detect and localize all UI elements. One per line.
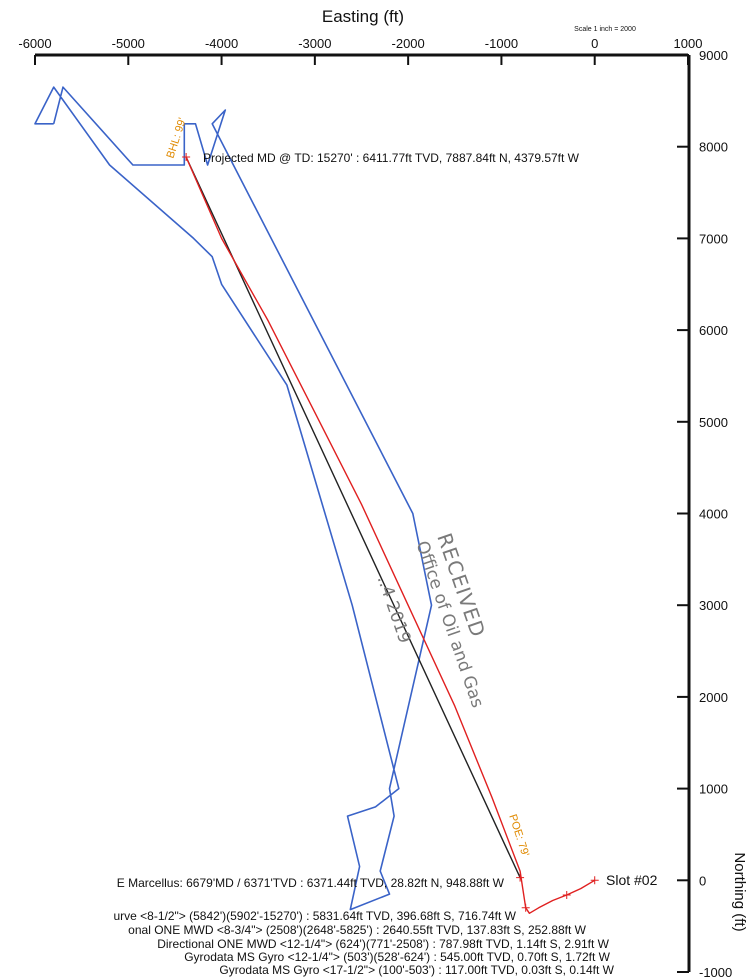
series-line-1 <box>185 156 521 878</box>
y-tick-label: 0 <box>699 873 706 888</box>
y-tick-label: 4000 <box>699 507 728 522</box>
annotation-label: E Marcellus: 6679'MD / 6371'TVD : 6371.4… <box>117 876 505 890</box>
x-tick-label: -4000 <box>205 36 238 51</box>
y-tick-label: 6000 <box>699 323 728 338</box>
y-tick-label: -1000 <box>699 965 732 979</box>
y-tick-label: 5000 <box>699 415 728 430</box>
annotation-label: Gyrodata MS Gyro <17-1/2"> (100'-503') :… <box>219 963 614 977</box>
series-line-2 <box>34 86 433 911</box>
y-axis-label: Northing (ft) <box>731 852 748 931</box>
y-tick-label: 9000 <box>699 48 728 63</box>
x-tick-label: 0 <box>591 36 598 51</box>
annotation-label: POE: 79' <box>506 813 531 858</box>
survey-marker <box>182 152 191 161</box>
survey-marker <box>562 890 571 899</box>
survey-marker <box>590 876 599 885</box>
x-tick-label: -1000 <box>485 36 518 51</box>
y-tick-label: 7000 <box>699 231 728 246</box>
survey-marker <box>516 873 525 882</box>
annotation-label: BHL: 99' <box>165 116 189 160</box>
scale-subtitle: Scale 1 inch = 2000 <box>574 26 636 33</box>
annotation-label: Gyrodata MS Gyro <12-1/4"> (503')(528'-6… <box>184 950 610 964</box>
y-tick-label: 8000 <box>699 140 728 155</box>
axes-group: -6000 -5000 -4000 -3000 -2000 -1000 0 100090008… <box>18 36 732 979</box>
series-line-0 <box>185 156 596 914</box>
survey-marker <box>521 903 530 912</box>
annotation-label: Projected MD @ TD: 15270' : 6411.77ft TV… <box>203 151 580 165</box>
y-tick-label: 3000 <box>699 598 728 613</box>
x-tick-label: -5000 <box>112 36 145 51</box>
annotation-label: Slot #02 <box>606 872 658 888</box>
annotation-label: Directional ONE MWD <12-1/4"> (624')(771… <box>157 937 609 951</box>
y-tick-label: 1000 <box>699 782 728 797</box>
series-group <box>34 86 599 914</box>
x-tick-label: -3000 <box>298 36 331 51</box>
annotation-label: urve <8-1/2"> (5842')(5902'-15270') : 58… <box>114 909 517 923</box>
annotation-label: onal ONE MWD <8-3/4"> (2508')(2648'-5825… <box>128 923 586 937</box>
x-tick-label: -6000 <box>18 36 51 51</box>
y-tick-label: 2000 <box>699 690 728 705</box>
chart-title: Easting (ft) <box>322 7 404 26</box>
x-tick-label: -2000 <box>392 36 425 51</box>
x-tick-label: 1000 <box>674 36 703 51</box>
annotations-group: BHL: 99' POE: 79' Projected MD @ TD: 15270… <box>114 116 658 977</box>
